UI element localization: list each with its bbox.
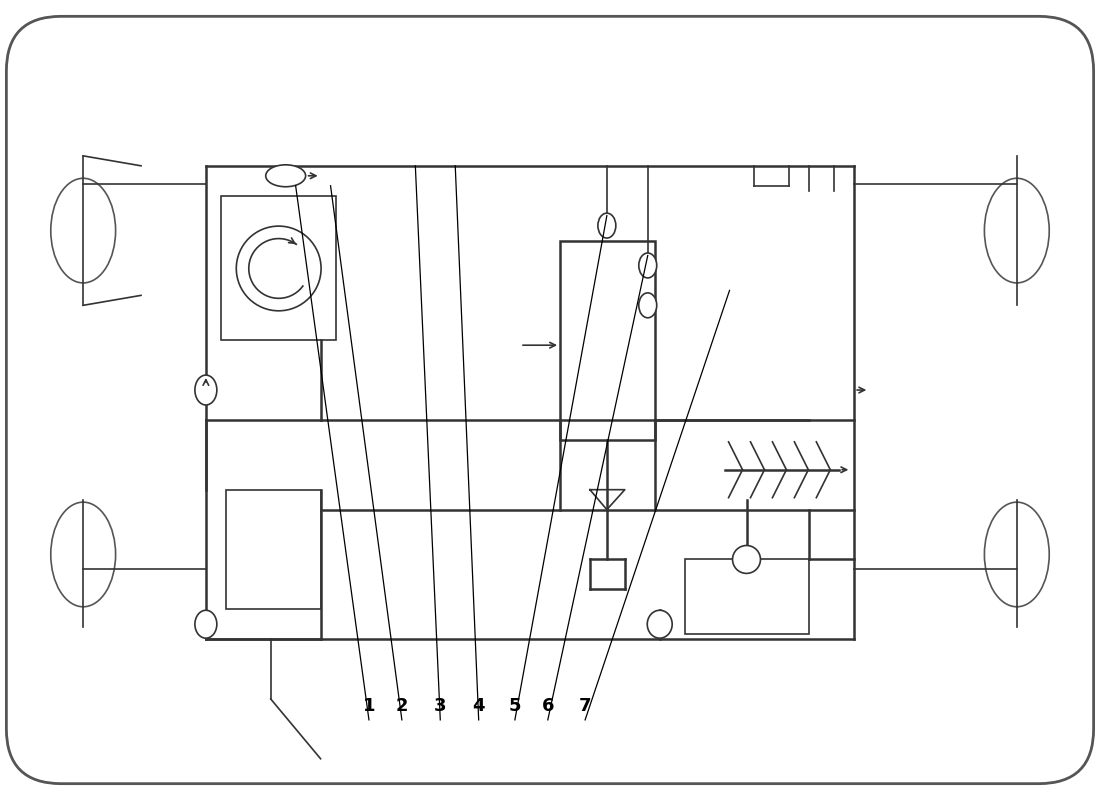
Ellipse shape — [195, 610, 217, 638]
Ellipse shape — [733, 546, 760, 574]
Ellipse shape — [647, 610, 672, 638]
Text: 2: 2 — [396, 697, 408, 715]
Text: 7: 7 — [579, 697, 592, 715]
Ellipse shape — [639, 293, 657, 318]
Text: eurospares: eurospares — [458, 566, 686, 600]
Text: eurospares: eurospares — [85, 279, 313, 314]
Text: eurospares: eurospares — [458, 279, 686, 314]
FancyBboxPatch shape — [7, 16, 1093, 784]
Text: 1: 1 — [363, 697, 375, 715]
Text: 6: 6 — [541, 697, 554, 715]
Ellipse shape — [639, 253, 657, 278]
Bar — [226, 490, 320, 610]
Ellipse shape — [266, 165, 306, 186]
Text: eurospares: eurospares — [85, 566, 313, 600]
Ellipse shape — [984, 502, 1049, 606]
Ellipse shape — [984, 178, 1049, 283]
Text: 4: 4 — [472, 697, 485, 715]
Ellipse shape — [598, 213, 616, 238]
Ellipse shape — [51, 502, 116, 606]
Ellipse shape — [51, 178, 116, 283]
Ellipse shape — [195, 375, 217, 405]
Text: 5: 5 — [508, 697, 521, 715]
Ellipse shape — [236, 226, 321, 311]
Bar — [221, 196, 336, 340]
Bar — [684, 559, 810, 634]
Bar — [560, 241, 654, 440]
Text: 3: 3 — [434, 697, 447, 715]
